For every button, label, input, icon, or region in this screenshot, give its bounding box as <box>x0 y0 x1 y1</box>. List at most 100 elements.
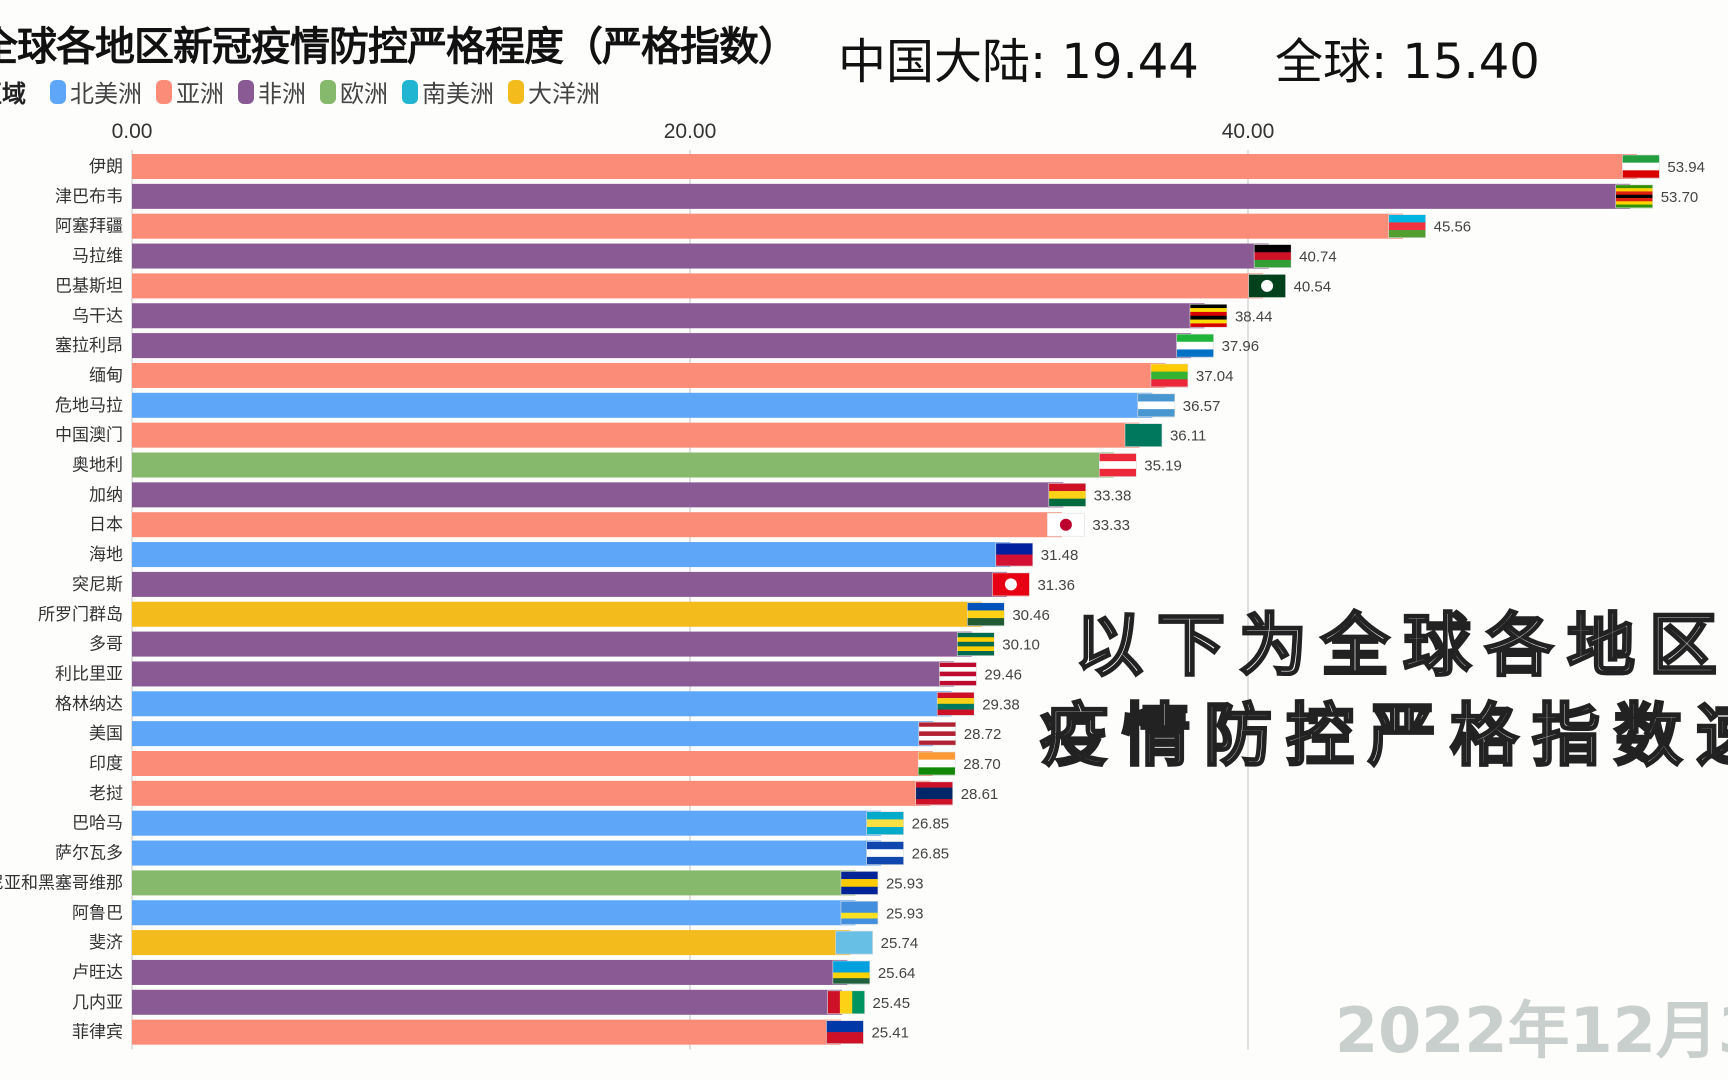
flag-stripe <box>1176 341 1214 350</box>
flag-stripe <box>937 698 975 705</box>
bar <box>132 930 851 956</box>
flag-stripe <box>939 671 977 677</box>
y-category-label: 危地马拉 <box>55 396 123 416</box>
flag-stripe <box>1388 214 1426 223</box>
y-category-label: 突尼斯 <box>72 575 123 595</box>
legend-swatch <box>320 79 336 104</box>
flag-border <box>866 811 904 836</box>
bar <box>132 362 1166 388</box>
value-label: 45.56 <box>1434 219 1472 236</box>
legend-item[interactable]: 欧洲 <box>320 74 388 109</box>
flag-stripe <box>1615 194 1653 199</box>
flag-stripe <box>1254 252 1292 261</box>
flag-stripe <box>918 726 956 732</box>
value-label: 40.74 <box>1299 249 1337 266</box>
flag-stripe <box>840 901 878 908</box>
bar <box>132 333 1192 359</box>
flag-border <box>915 781 954 806</box>
x-tick-label: 0.00 <box>112 120 153 143</box>
flag-emblem <box>1059 518 1072 531</box>
value-label: 25.45 <box>873 995 911 1012</box>
value-label: 53.94 <box>1667 159 1705 176</box>
flag-stripe <box>1189 323 1227 328</box>
flag-stripe <box>832 960 870 967</box>
legend-swatch <box>50 79 66 104</box>
y-category-label: 卢旺达 <box>72 963 123 983</box>
flag-border <box>1622 154 1660 179</box>
flag-stripe <box>937 709 975 716</box>
flag-stripe <box>1150 379 1188 388</box>
flag-stripe <box>826 1032 864 1044</box>
flag-stripe <box>957 632 995 638</box>
flag-stripe <box>957 646 995 652</box>
y-category-label: 缅甸 <box>89 366 123 386</box>
flag-stripe <box>866 841 904 850</box>
y-category-label: 所罗门群岛 <box>38 605 123 625</box>
flag-stripe <box>866 811 904 820</box>
value-label: 31.48 <box>1041 547 1079 564</box>
flag-stripe <box>1189 304 1227 309</box>
y-category-label: 伊朗 <box>89 157 123 177</box>
global-index: 全球: 15.40 <box>1275 34 1540 90</box>
legend-item[interactable]: 南美洲 <box>402 74 494 109</box>
value-label: 38.44 <box>1235 308 1273 325</box>
bar <box>132 1019 841 1045</box>
y-category-label: 中国澳门 <box>55 426 123 446</box>
flag-stripe <box>852 990 865 1014</box>
flag-stripe <box>840 918 878 925</box>
flag-stripe <box>1615 201 1653 205</box>
bar <box>132 303 1205 329</box>
bar <box>132 959 848 985</box>
flag-border <box>1124 423 1163 447</box>
legend-item[interactable]: 北美洲 <box>50 74 142 109</box>
flag-stripe <box>832 966 870 973</box>
flag-stripe <box>1622 155 1660 163</box>
legend-label: 南美洲 <box>422 80 494 108</box>
y-category-label: 利比里亚 <box>55 664 123 684</box>
y-category-label: 津巴布韦 <box>55 187 123 207</box>
bar <box>132 392 1153 418</box>
flag-stripe <box>939 676 977 682</box>
flag-stripe <box>1189 308 1227 313</box>
flag-stripe <box>826 1020 864 1033</box>
flag-stripe <box>1388 222 1426 231</box>
flag-stripe <box>1048 483 1086 492</box>
flag-stripe <box>1615 184 1653 189</box>
flag-stripe <box>1137 393 1175 402</box>
flag-stripe <box>967 610 1005 619</box>
value-label: 30.46 <box>1012 607 1050 624</box>
legend-label: 欧洲 <box>340 80 388 108</box>
flag-stripe <box>866 827 904 835</box>
bar <box>132 810 882 836</box>
overlay-caption-line2: 疫情防控严格指数速 <box>1039 695 1728 778</box>
flag-border <box>1176 333 1214 358</box>
y-category-label: 加纳 <box>89 485 123 505</box>
flag-border <box>832 960 871 985</box>
flag-stripe <box>840 912 878 919</box>
flag-stripe <box>1189 319 1227 324</box>
legend-swatch <box>238 79 254 104</box>
bar <box>132 631 972 657</box>
flag-border <box>840 871 879 895</box>
bar <box>132 601 982 627</box>
flag-stripe <box>915 799 953 806</box>
flag-stripe <box>1099 453 1137 462</box>
bar <box>132 989 843 1015</box>
flag-stripe <box>915 793 953 800</box>
flag-stripe <box>1189 315 1227 320</box>
value-label: 25.93 <box>886 905 924 922</box>
legend-item[interactable]: 大洋洲 <box>508 74 600 109</box>
flag-stripe <box>827 990 841 1014</box>
legend-item[interactable]: 非洲 <box>238 74 306 109</box>
flag-stripe <box>957 651 995 656</box>
legend-item[interactable]: 亚洲 <box>156 74 224 109</box>
value-label: 33.33 <box>1092 517 1130 534</box>
flag-stripe <box>832 972 870 979</box>
legend-title: 区域 <box>0 80 26 108</box>
bar <box>132 691 952 717</box>
y-category-label: 格林纳达 <box>55 694 123 714</box>
value-label: 40.54 <box>1294 278 1332 295</box>
flag-stripe <box>1048 498 1086 507</box>
bar <box>132 482 1064 508</box>
value-label: 25.74 <box>881 935 919 952</box>
